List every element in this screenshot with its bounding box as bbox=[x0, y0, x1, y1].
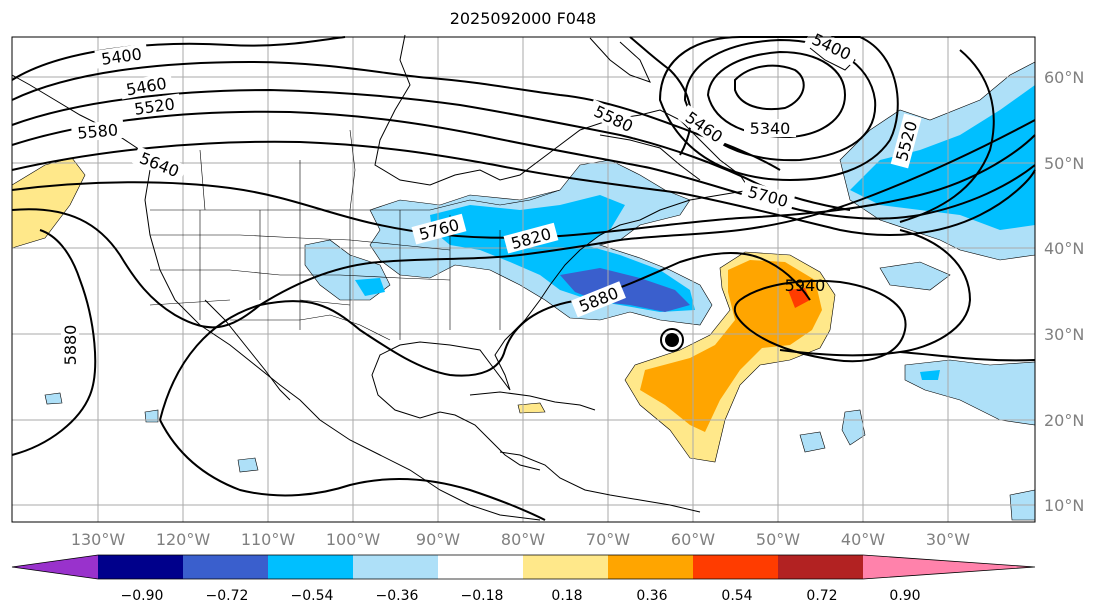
lon-label: 130°W bbox=[71, 530, 126, 549]
lat-label: 50°N bbox=[1044, 154, 1084, 173]
contour-label: 5940 bbox=[785, 276, 826, 295]
map-panel: 5400 5460 5520 5580 5640 5760 5820 5880 … bbox=[11, 27, 1036, 523]
lon-label: 120°W bbox=[156, 530, 211, 549]
colorbar: −0.90 −0.72 −0.54 −0.36 −0.18 0.18 0.36 … bbox=[11, 554, 1036, 604]
lon-label: 50°W bbox=[756, 530, 800, 549]
colorbar-tick: −0.18 bbox=[461, 588, 504, 604]
lon-label: 70°W bbox=[586, 530, 630, 549]
colorbar-tick: 0.72 bbox=[806, 588, 837, 604]
negative-anomaly-area bbox=[879, 261, 951, 291]
lon-label: 60°W bbox=[671, 530, 715, 549]
negative-anomaly-area bbox=[144, 409, 159, 423]
colorbar-segment bbox=[353, 555, 438, 579]
negative-anomaly-area bbox=[355, 278, 385, 296]
lat-label: 40°N bbox=[1044, 239, 1084, 258]
negative-anomaly-area bbox=[799, 431, 826, 453]
lon-label: 100°W bbox=[326, 530, 381, 549]
lon-label: 40°W bbox=[841, 530, 885, 549]
colorbar-segment bbox=[608, 555, 693, 579]
colorbar-segment bbox=[12, 555, 98, 579]
negative-anomaly-area bbox=[44, 392, 63, 405]
coastlines bbox=[11, 34, 856, 521]
lat-label: 60°N bbox=[1044, 68, 1084, 87]
height-contours bbox=[11, 36, 1036, 521]
storm-marker bbox=[660, 328, 684, 352]
colorbar-segment bbox=[438, 555, 523, 579]
latitude-labels: 60°N 50°N 40°N 30°N 20°N 10°N bbox=[1044, 68, 1084, 515]
colorbar-tick: 0.36 bbox=[636, 588, 667, 604]
negative-anomaly-area bbox=[841, 409, 866, 446]
colorbar-segment bbox=[863, 555, 1035, 579]
colorbar-tick: −0.72 bbox=[206, 588, 249, 604]
contour-label: 5880 bbox=[61, 325, 80, 366]
negative-anomaly-area bbox=[237, 457, 259, 473]
contour-label: 5580 bbox=[77, 120, 119, 142]
colorbar-segment bbox=[693, 555, 778, 579]
colorbar-tick: −0.54 bbox=[291, 588, 334, 604]
colorbar-segment bbox=[183, 555, 268, 579]
lat-label: 10°N bbox=[1044, 496, 1084, 515]
colorbar-tick: −0.36 bbox=[376, 588, 419, 604]
longitude-labels: 130°W 120°W 110°W 100°W 90°W 80°W 70°W 6… bbox=[71, 530, 970, 549]
colorbar-tick: 0.54 bbox=[721, 588, 752, 604]
lat-label: 30°N bbox=[1044, 325, 1084, 344]
map-title: 2025092000 F048 bbox=[449, 9, 597, 28]
colorbar-tick: 0.90 bbox=[889, 588, 920, 604]
colorbar-segment bbox=[523, 555, 608, 579]
contour-label: 5340 bbox=[750, 119, 791, 138]
negative-anomaly-area bbox=[920, 370, 940, 380]
colorbar-segment bbox=[778, 555, 863, 579]
positive-anomaly-area bbox=[640, 260, 822, 432]
lon-label: 80°W bbox=[501, 530, 545, 549]
positive-anomaly-area bbox=[517, 402, 546, 414]
colorbar-segment bbox=[98, 555, 183, 579]
lon-label: 90°W bbox=[416, 530, 460, 549]
map-frame bbox=[11, 36, 1036, 523]
positive-anomaly-area bbox=[11, 157, 86, 249]
negative-anomaly-area bbox=[560, 268, 690, 312]
colorbar-tick: −0.90 bbox=[121, 588, 164, 604]
colorbar-segment bbox=[268, 555, 353, 579]
colorbar-tick: 0.18 bbox=[551, 588, 582, 604]
contour-label-group: 5400 5460 5520 5580 5640 5760 5820 5880 … bbox=[61, 27, 922, 371]
lon-label: 110°W bbox=[241, 530, 296, 549]
lon-label: 30°W bbox=[926, 530, 970, 549]
lat-label: 20°N bbox=[1044, 411, 1084, 430]
